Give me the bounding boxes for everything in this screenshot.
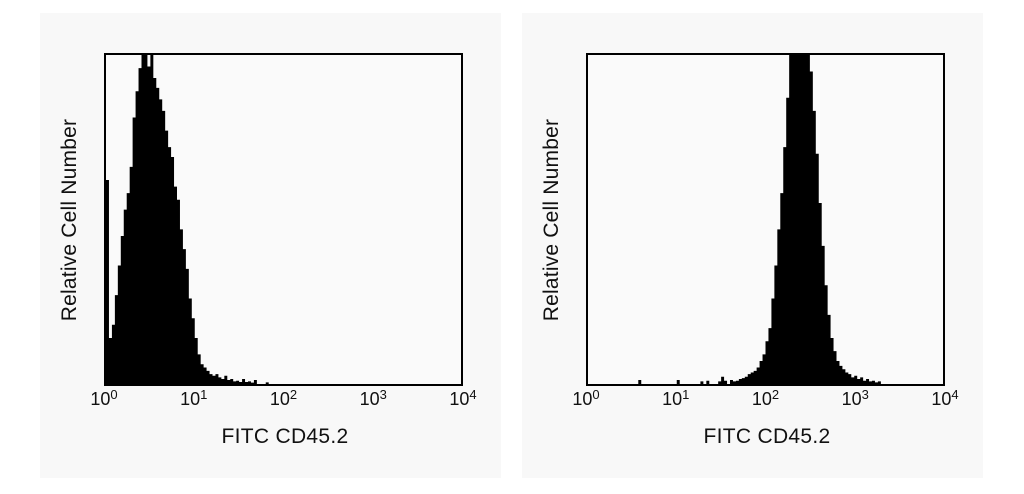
x-tick-label: 104 (931, 387, 959, 409)
x-tick-label: 100 (572, 387, 600, 409)
x-tick-label: 101 (662, 387, 690, 409)
x-tick-label: 100 (90, 387, 118, 409)
plot-frame (104, 53, 463, 386)
histogram-fill (588, 55, 943, 384)
y-axis-label: Relative Cell Number (58, 118, 81, 322)
histogram-trace (588, 55, 943, 384)
x-tick-label: 103 (359, 387, 387, 409)
x-tick-label: 103 (841, 387, 869, 409)
x-tick-label: 104 (449, 387, 477, 409)
histogram-panel-right: Relative Cell Number 100 101 102 103 104 FIT… (522, 13, 983, 478)
x-axis-label: FITC CD45.2 (703, 425, 831, 448)
x-axis-ticks: 100 101 102 103 104 (522, 387, 983, 415)
histogram-panel-left: Relative Cell Number 100 101 102 103 104 FIT… (40, 13, 501, 478)
x-tick-label: 102 (751, 387, 780, 409)
histogram-trace (106, 55, 461, 384)
x-axis-label: FITC CD45.2 (221, 425, 349, 448)
histogram-fill (106, 55, 461, 384)
plot-frame (586, 53, 945, 386)
y-axis-label: Relative Cell Number (540, 118, 563, 322)
x-axis-ticks: 100 101 102 103 104 (40, 387, 501, 415)
x-tick-label: 102 (269, 387, 298, 409)
x-tick-label: 101 (180, 387, 208, 409)
